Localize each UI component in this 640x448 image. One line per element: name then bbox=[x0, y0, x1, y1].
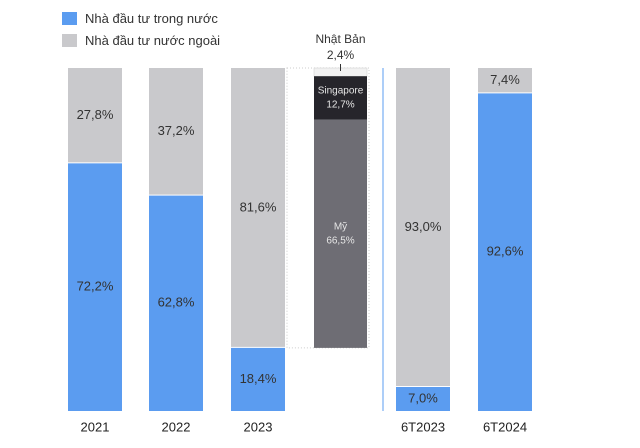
bar-domestic-6T2023 bbox=[396, 386, 450, 411]
breakdown-name-Singapore: Singapore bbox=[318, 86, 364, 97]
x-tick-2023: 2023 bbox=[244, 419, 273, 434]
x-tick-6T2024: 6T2024 bbox=[483, 419, 527, 434]
legend-item-foreign: Nhà đầu tư nước ngoài bbox=[62, 33, 220, 48]
bar-foreign-6T2024 bbox=[478, 68, 532, 93]
bar-foreign-2022 bbox=[149, 68, 203, 195]
bar-foreign-6T2023 bbox=[396, 68, 450, 386]
breakdown-value-Mỹ: 66,5% bbox=[326, 235, 354, 246]
breakdown-value-japan: 2,4% bbox=[327, 48, 355, 62]
bar-domestic-2021 bbox=[68, 163, 122, 411]
label-foreign-2022: 37,2% bbox=[158, 123, 195, 138]
label-foreign-2023: 81,6% bbox=[240, 199, 277, 214]
x-tick-2021: 2021 bbox=[81, 419, 110, 434]
bar-domestic-2022 bbox=[149, 195, 203, 411]
label-domestic-2022: 62,8% bbox=[158, 295, 195, 310]
bar-domestic-2023 bbox=[231, 347, 285, 411]
label-domestic-2021: 72,2% bbox=[77, 279, 114, 294]
breakdown-segment-Singapore bbox=[314, 76, 367, 120]
label-domestic-6T2023: 7,0% bbox=[408, 390, 438, 405]
x-tick-6T2023: 6T2023 bbox=[401, 419, 445, 434]
x-tick-2022: 2022 bbox=[162, 419, 191, 434]
bar-domestic-6T2024 bbox=[478, 93, 532, 411]
breakdown-name-japan: Nhật Bản bbox=[315, 32, 365, 46]
legend-swatch-domestic bbox=[62, 12, 77, 25]
label-foreign-6T2024: 7,4% bbox=[490, 72, 520, 87]
bar-foreign-2023 bbox=[231, 68, 285, 347]
label-foreign-2021: 27,8% bbox=[77, 107, 114, 122]
label-domestic-2023: 18,4% bbox=[240, 371, 277, 386]
legend-label-foreign: Nhà đầu tư nước ngoài bbox=[85, 33, 221, 48]
breakdown-value-Singapore: 12,7% bbox=[326, 100, 354, 111]
label-domestic-6T2024: 92,6% bbox=[487, 244, 524, 259]
bar-foreign-2021 bbox=[68, 68, 122, 163]
breakdown-segment-Mỹ bbox=[314, 119, 367, 348]
label-foreign-6T2023: 93,0% bbox=[405, 219, 442, 234]
legend-item-domestic: Nhà đầu tư trong nước bbox=[62, 11, 218, 26]
breakdown-name-Mỹ: Mỹ bbox=[334, 221, 347, 232]
legend-swatch-foreign bbox=[62, 34, 77, 47]
legend-label-domestic: Nhà đầu tư trong nước bbox=[85, 11, 218, 26]
